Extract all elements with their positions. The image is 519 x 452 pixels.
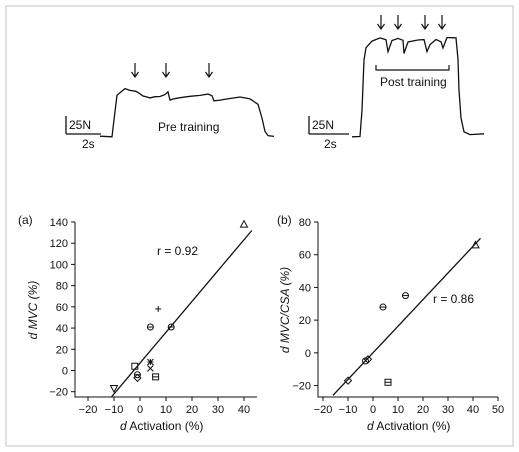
arrow-head [205, 71, 213, 79]
panel-a-x-axis-label-main: Activation (%) [127, 419, 204, 433]
panel-b-regression-line [332, 237, 481, 396]
data-point-diamond [133, 373, 142, 383]
arrow-head [438, 23, 446, 31]
y-tick-label: 40 [56, 323, 68, 335]
y-tick-label: 0 [305, 348, 311, 360]
panel-a-y-ticks: −20 0 20 40 60 80 100 120 140 [49, 217, 75, 399]
x-tick-label: 20 [186, 404, 198, 416]
figure-frame [5, 5, 514, 447]
data-point-circle-dash [167, 323, 175, 331]
pre-force-trace-line [99, 87, 275, 138]
x-tick-label: −20 [314, 404, 333, 416]
x-tick-label: 10 [160, 404, 172, 416]
y-tick-label: 60 [299, 250, 311, 262]
y-tick-label: 20 [299, 315, 311, 327]
x-tick-label: 20 [417, 404, 429, 416]
post-training-bracket [375, 65, 450, 71]
y-tick-label: 40 [299, 282, 311, 294]
y-tick-label: 80 [299, 217, 311, 229]
pre-training-label: Pre training [158, 120, 219, 134]
data-point-diamond [363, 355, 373, 364]
post-training-label: Post training [380, 75, 447, 89]
panel-b-y-axis-label-main: MVC/CSA (%) [278, 267, 292, 347]
x-tick-label: 50 [492, 404, 504, 416]
y-tick-label: 140 [50, 217, 68, 229]
y-tick-label: −20 [49, 387, 68, 399]
data-point-plus [155, 305, 162, 312]
x-tick-label: −10 [105, 404, 124, 416]
data-point-square-dash [384, 378, 392, 386]
data-point-triangle-up [239, 219, 249, 228]
x-tick-label: 30 [212, 404, 224, 416]
data-point-square [131, 362, 139, 370]
y-tick-label: 100 [50, 259, 68, 271]
panel-a-x-ticks: −20 −10 0 10 20 30 40 [79, 397, 250, 416]
pre-force-scale-label: 25N [69, 118, 91, 132]
pre-arrows [131, 63, 213, 79]
data-point-circle-dash [379, 303, 387, 311]
panel-a-label: (a) [18, 213, 33, 227]
y-tick-label: 60 [56, 302, 68, 314]
data-point-square-dash [152, 373, 160, 381]
pre-time-scale-label: 2s [82, 137, 95, 151]
panel-a-y-axis-label-prefix: d [26, 332, 40, 339]
panel-b-y-axis-label: d MVC/CSA (%) [278, 267, 292, 353]
panel-b-points [343, 240, 480, 386]
panel-a-x-axis-label: d Activation (%) [120, 419, 203, 433]
y-tick-label: −20 [292, 381, 311, 393]
data-point-diamond [343, 376, 353, 385]
data-point-circle-dash [146, 323, 154, 331]
data-point-triangle-up [471, 240, 480, 249]
y-tick-label: 0 [62, 365, 68, 377]
arrow-head [421, 23, 429, 31]
arrow-head [394, 23, 402, 31]
x-tick-label: 40 [467, 404, 479, 416]
panel-a-correlation: r = 0.92 [157, 244, 198, 258]
post-time-scale-label: 2s [324, 137, 337, 151]
panel-a-y-axis-label: d MVC (%) [26, 281, 40, 340]
x-tick-label: −10 [339, 404, 358, 416]
panel-b-x-ticks: −20 −10 0 10 20 30 40 50 [314, 397, 504, 416]
panel-b-label: (b) [277, 213, 292, 227]
arrow-head [162, 71, 170, 79]
y-tick-label: 120 [50, 238, 68, 250]
post-force-trace-line [351, 36, 485, 138]
scatter-panel-b: (b) −20 0 20 40 60 80 −20 −10 0 10 20 30 40 50 r = 0… [277, 213, 504, 433]
y-tick-label: 80 [56, 281, 68, 293]
scatter-panel-a: (a) −20 0 20 40 60 80 100 120 140 −20 −10 0 10 20 30 4… [18, 213, 257, 433]
pre-training-trace: 25N 2s Pre training [65, 63, 275, 151]
post-training-trace: Post training 25N 2s [308, 15, 485, 151]
x-tick-label: −20 [79, 404, 98, 416]
panel-a-axes [74, 222, 257, 398]
panel-a-x-axis-label-prefix: d [120, 419, 127, 433]
panel-b-axes [317, 222, 498, 398]
arrow-head [377, 23, 385, 31]
y-tick-label: 20 [56, 344, 68, 356]
x-tick-label: 0 [370, 404, 376, 416]
data-point-x [147, 365, 154, 372]
post-arrows [377, 15, 446, 31]
panel-b-x-axis-label-main: Activation (%) [374, 419, 451, 433]
panel-b-x-axis-label-prefix: d [367, 419, 374, 433]
data-point-triangle-down [109, 385, 119, 394]
panel-b-y-axis-label-prefix: d [278, 346, 292, 353]
x-tick-label: 10 [392, 404, 404, 416]
x-tick-label: 0 [137, 404, 143, 416]
panel-a-points [109, 219, 249, 394]
panel-a-y-axis-label-main: MVC (%) [26, 281, 40, 333]
x-tick-label: 30 [442, 404, 454, 416]
panel-b-correlation: r = 0.86 [433, 292, 474, 306]
panel-b-x-axis-label: d Activation (%) [367, 419, 450, 433]
post-force-scale-label: 25N [312, 118, 334, 132]
panel-b-y-ticks: −20 0 20 40 60 80 [292, 217, 318, 393]
data-point-asterisk [147, 358, 154, 366]
x-tick-label: 40 [238, 404, 250, 416]
arrow-head [131, 71, 139, 79]
data-point-circle-dash [402, 292, 409, 300]
